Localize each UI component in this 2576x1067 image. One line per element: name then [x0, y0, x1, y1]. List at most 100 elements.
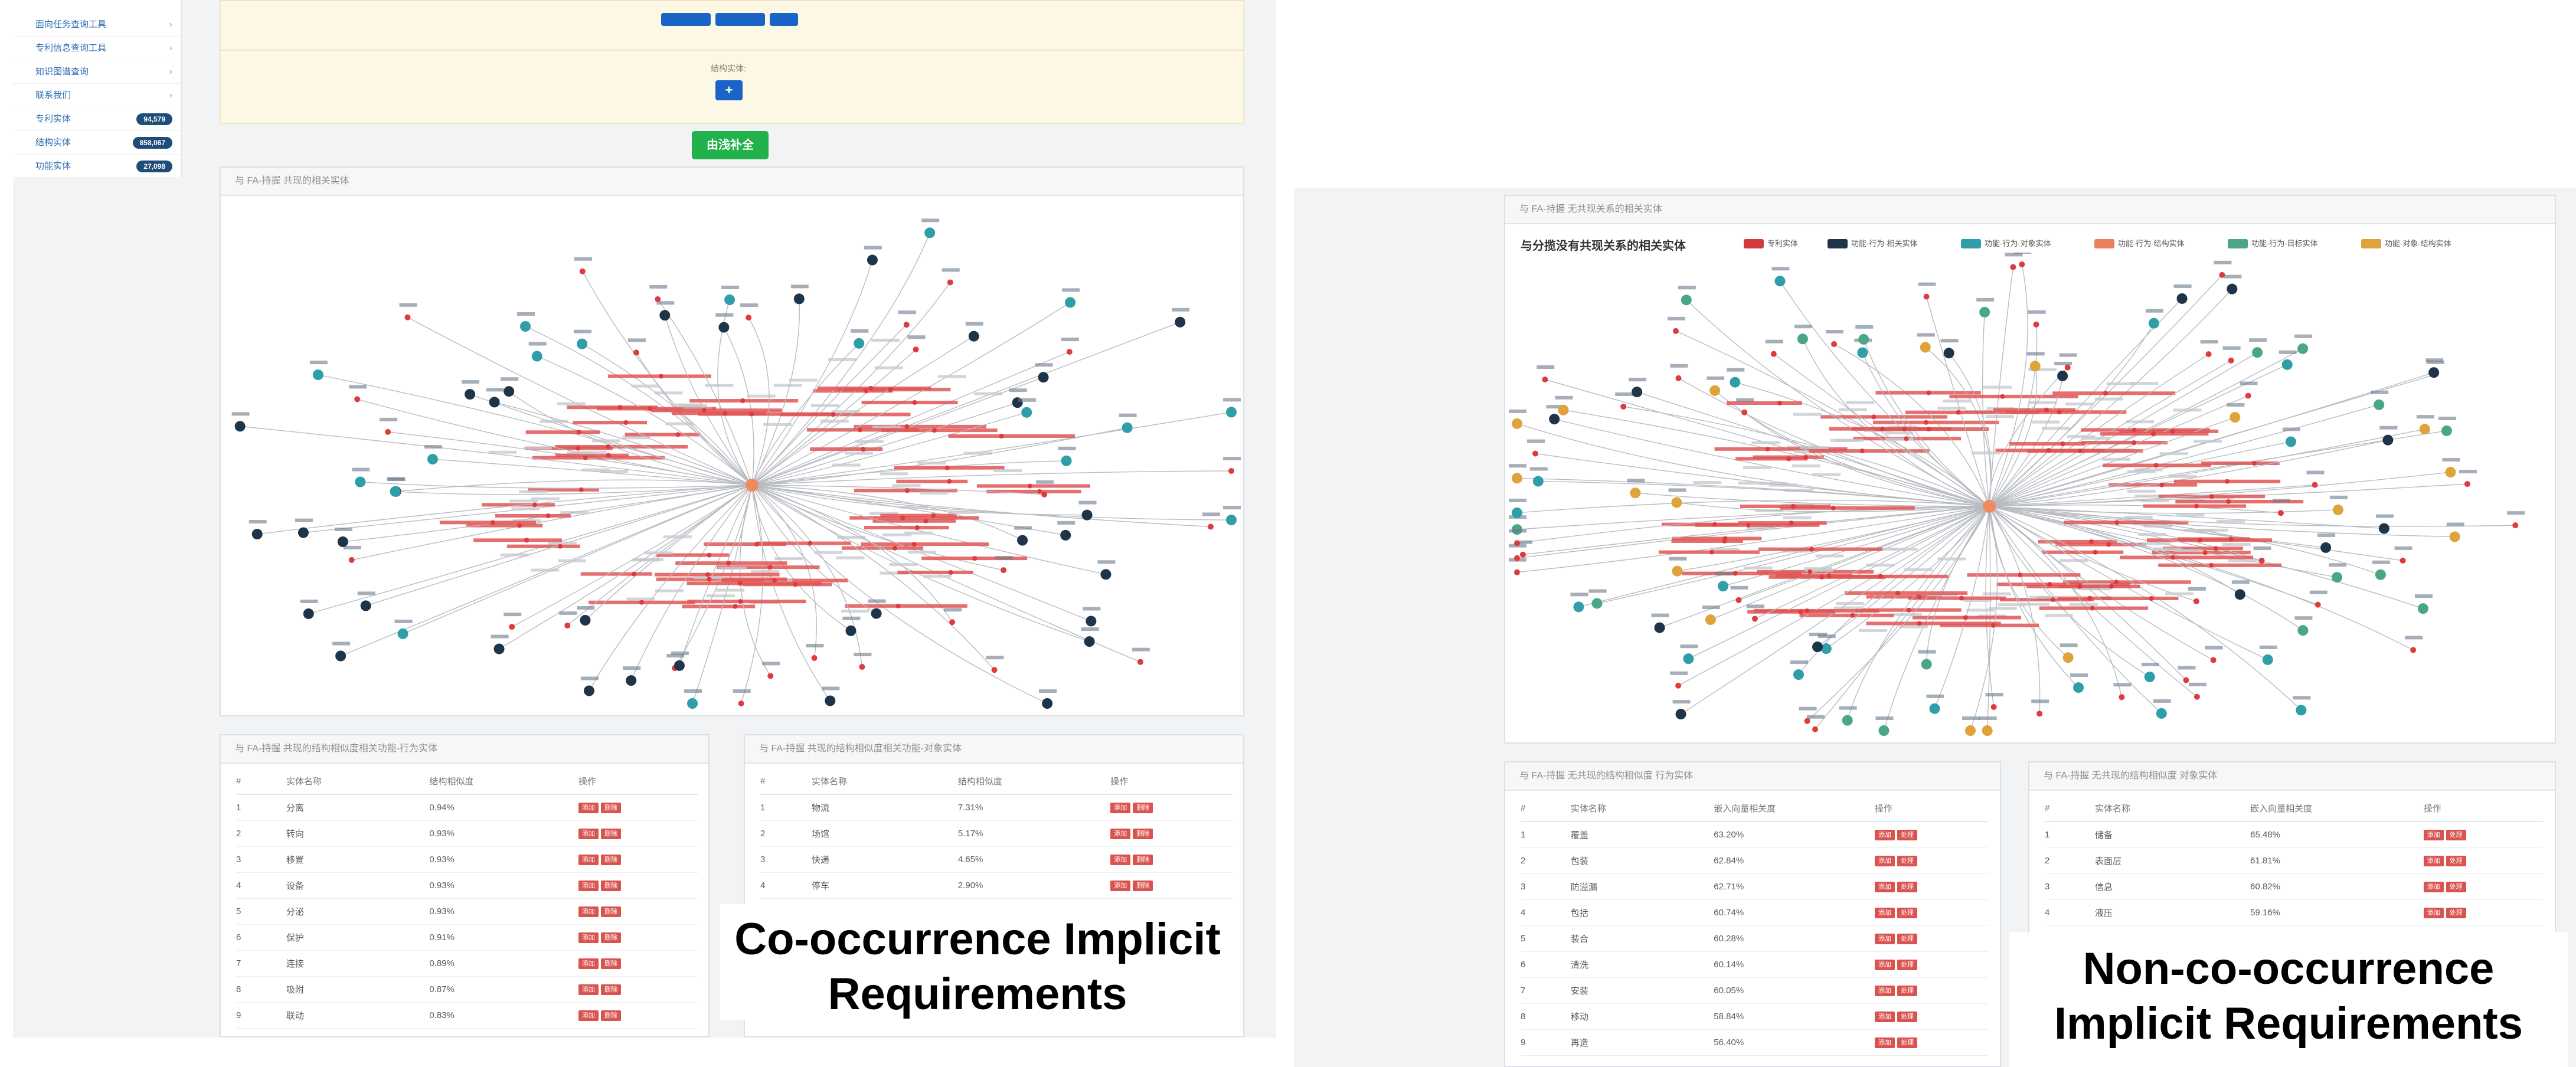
entity-node[interactable] [2183, 677, 2189, 683]
entity-node[interactable] [2277, 510, 2284, 516]
action-button[interactable]: 处理 [1897, 1037, 1918, 1048]
entity-node[interactable] [949, 619, 956, 626]
entity-node[interactable] [1021, 407, 1032, 418]
patent-node[interactable] [1904, 436, 1909, 441]
patent-node[interactable] [2077, 584, 2083, 589]
patent-node[interactable] [864, 388, 869, 394]
entity-node[interactable] [1923, 293, 1930, 300]
patent-node[interactable] [1745, 522, 1751, 528]
patent-node[interactable] [904, 488, 910, 493]
toolbar-button[interactable] [715, 13, 765, 26]
add-button[interactable]: 添加 [578, 802, 599, 813]
entity-node[interactable] [1709, 385, 1721, 396]
entity-node[interactable] [251, 529, 263, 540]
action-button[interactable]: 删除 [1133, 880, 1153, 891]
entity-node[interactable] [1804, 718, 1810, 724]
patent-node[interactable] [738, 599, 743, 604]
entity-node[interactable] [504, 386, 515, 397]
patent-node[interactable] [1895, 590, 1900, 595]
entity-node[interactable] [360, 600, 371, 611]
patent-node[interactable] [606, 453, 611, 458]
entity-node[interactable] [1741, 409, 1748, 415]
add-button[interactable]: 添加 [1110, 880, 1131, 891]
entity-node[interactable] [924, 227, 936, 238]
patent-node[interactable] [1917, 621, 1922, 626]
entity-node[interactable] [687, 698, 698, 709]
patent-node[interactable] [1902, 426, 1907, 431]
add-button[interactable]: 添加 [578, 984, 599, 995]
patent-node[interactable] [2132, 427, 2137, 433]
patent-node[interactable] [2151, 431, 2156, 437]
patent-node[interactable] [2106, 542, 2111, 547]
patent-node[interactable] [524, 538, 529, 543]
entity-node[interactable] [2119, 694, 2125, 701]
patent-node[interactable] [2202, 550, 2208, 555]
entity-node[interactable] [1770, 351, 1777, 357]
entity-node[interactable] [2378, 523, 2389, 534]
sidebar-item-function-entity[interactable]: 功能实体 27,098 [13, 155, 181, 178]
patent-node[interactable] [1809, 546, 1814, 552]
entity-node[interactable] [1208, 523, 1214, 530]
entity-node[interactable] [1041, 491, 1048, 498]
action-button[interactable]: 删除 [600, 906, 621, 917]
entity-node[interactable] [845, 625, 857, 636]
patent-node[interactable] [944, 465, 950, 470]
entity-node[interactable] [1620, 403, 1627, 410]
patent-node[interactable] [2213, 546, 2218, 551]
add-entity-button[interactable]: + [715, 80, 743, 100]
patent-node[interactable] [1850, 613, 1855, 618]
entity-node[interactable] [1672, 565, 1683, 577]
patent-node[interactable] [1830, 505, 1836, 510]
entity-node[interactable] [427, 454, 438, 465]
entity-node[interactable] [2464, 481, 2470, 487]
patent-node[interactable] [1789, 521, 1794, 526]
entity-node[interactable] [303, 608, 314, 619]
entity-node[interactable] [2230, 412, 2241, 423]
entity-node[interactable] [2210, 657, 2217, 663]
patent-node[interactable] [1956, 410, 1961, 415]
patent-node[interactable] [931, 513, 936, 518]
entity-node[interactable] [1820, 643, 1832, 654]
entity-node[interactable] [298, 527, 309, 538]
entity-node[interactable] [1573, 601, 1584, 613]
action-button[interactable]: 处理 [1897, 855, 1918, 866]
patent-node[interactable] [1859, 449, 1865, 454]
patent-node[interactable] [2103, 391, 2108, 396]
entity-node[interactable] [583, 685, 594, 696]
entity-node[interactable] [1122, 422, 1133, 433]
entity-node[interactable] [1718, 581, 1729, 592]
patent-node[interactable] [733, 604, 738, 609]
entity-node[interactable] [2441, 425, 2452, 436]
patent-node[interactable] [1959, 595, 1964, 601]
entity-node[interactable] [738, 701, 744, 706]
entity-node[interactable] [659, 310, 671, 321]
add-button[interactable]: 添加 [578, 828, 599, 839]
add-button[interactable]: 添加 [1875, 855, 1895, 866]
entity-node[interactable] [2374, 399, 2385, 410]
action-button[interactable]: 处理 [2446, 907, 2466, 918]
entity-node[interactable] [2400, 557, 2406, 564]
entity-node[interactable] [2382, 434, 2394, 446]
entity-node[interactable] [1532, 450, 1539, 457]
entity-node[interactable] [1042, 698, 1053, 709]
entity-node[interactable] [867, 254, 878, 266]
entity-node[interactable] [1943, 348, 1954, 359]
action-button[interactable]: 删除 [1133, 854, 1153, 865]
center-node[interactable] [1983, 500, 1996, 513]
noncooccurrence-graph[interactable] [1505, 253, 2555, 742]
entity-node[interactable] [825, 695, 836, 706]
add-button[interactable]: 添加 [1875, 985, 1895, 996]
patent-node[interactable] [772, 578, 777, 583]
patent-node[interactable] [1879, 426, 1885, 431]
action-button[interactable]: 删除 [600, 932, 621, 943]
entity-node[interactable] [1705, 614, 1716, 626]
entity-node[interactable] [1558, 404, 1569, 415]
entity-node[interactable] [1226, 407, 1237, 418]
add-button[interactable]: 添加 [1875, 959, 1895, 970]
entity-node[interactable] [2332, 572, 2343, 583]
entity-node[interactable] [1830, 341, 1837, 348]
entity-node[interactable] [1857, 347, 1868, 358]
add-button[interactable]: 添加 [1875, 933, 1895, 944]
patent-node[interactable] [2060, 441, 2065, 447]
entity-node[interactable] [2285, 436, 2296, 447]
